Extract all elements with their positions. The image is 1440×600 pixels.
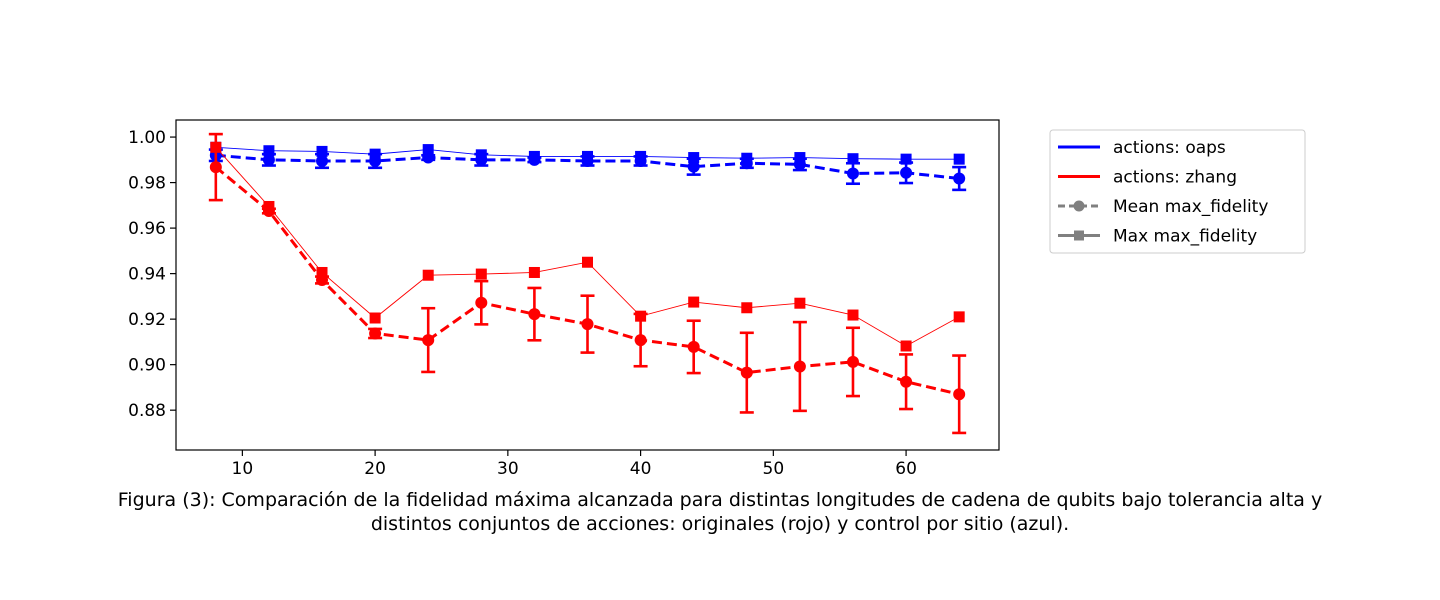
mean-point-oaps [900, 166, 913, 179]
y-tick-label: 0.90 [128, 356, 166, 376]
max-point-oaps [263, 145, 275, 157]
mean-point-oaps [581, 154, 594, 167]
mean-point-zhang [634, 334, 647, 347]
max-point-oaps [316, 145, 328, 157]
max-point-oaps [900, 153, 912, 165]
mean-point-oaps [528, 153, 541, 166]
mean-point-oaps [369, 154, 382, 167]
legend-marker [1073, 200, 1085, 212]
mean-point-zhang [740, 366, 753, 379]
caption-line-1: Figura (3): Comparación de la fidelidad … [117, 489, 1323, 511]
mean-point-zhang [528, 308, 541, 321]
mean-point-oaps [740, 157, 753, 170]
legend-label: actions: oaps [1113, 138, 1226, 158]
mean-point-oaps [793, 158, 806, 171]
mean-point-oaps [262, 153, 275, 166]
x-tick-label: 40 [630, 459, 652, 479]
mean-point-oaps [316, 154, 329, 167]
legend-box [1049, 129, 1306, 254]
max-point-oaps [847, 153, 859, 165]
max-point-zhang [528, 266, 540, 278]
mean-point-zhang [846, 355, 859, 368]
mean-point-oaps [687, 160, 700, 173]
legend-label: Mean max_fidelity [1113, 197, 1268, 217]
max-point-zhang [582, 256, 593, 268]
y-tick-label: 0.96 [128, 219, 166, 239]
y-tick-label: 1.00 [128, 128, 166, 148]
x-tick-label: 50 [763, 459, 785, 479]
x-tick-label: 30 [497, 459, 519, 479]
mean-point-oaps [422, 151, 435, 164]
max-point-zhang [688, 296, 700, 308]
max-point-zhang [475, 268, 487, 280]
mean-line-oaps [215, 153, 960, 180]
mean-point-oaps [953, 172, 966, 185]
mean-point-zhang [316, 273, 329, 286]
mean-point-zhang [687, 340, 700, 353]
max-point-zhang [369, 312, 381, 324]
mean-point-zhang [475, 296, 488, 309]
plot-frame [175, 119, 1000, 451]
mean-point-oaps [634, 154, 647, 167]
max-point-zhang [953, 311, 965, 323]
max-point-oaps [422, 144, 434, 156]
mean-point-zhang [369, 327, 382, 340]
y-tick-label: 0.98 [128, 174, 166, 194]
max-point-zhang [210, 141, 222, 153]
mean-point-oaps [846, 167, 859, 180]
max-point-oaps [369, 148, 381, 160]
mean-point-zhang [262, 205, 275, 218]
max-point-zhang [316, 266, 328, 278]
y-tick-label: 0.88 [128, 401, 166, 421]
caption-line-2: distintos conjuntos de acciones: origina… [370, 513, 1070, 535]
legend-marker [1074, 230, 1084, 241]
max-point-zhang [847, 309, 859, 321]
mean-point-zhang [209, 161, 222, 174]
legend-label: Max max_fidelity [1113, 227, 1257, 247]
mean-point-zhang [793, 360, 806, 373]
y-tick-label: 0.94 [128, 265, 166, 285]
max-point-zhang [422, 269, 434, 281]
y-tick-label: 0.92 [128, 310, 166, 330]
legend-label: actions: zhang [1113, 168, 1237, 188]
x-tick-label: 10 [232, 459, 254, 479]
max-point-zhang [900, 340, 912, 352]
x-tick-label: 20 [364, 459, 386, 479]
mean-point-zhang [953, 388, 966, 401]
mean-point-zhang [422, 334, 435, 347]
mean-point-zhang [581, 318, 594, 331]
max-point-zhang [794, 297, 806, 309]
max-point-oaps [688, 152, 700, 164]
max-point-oaps [953, 153, 965, 165]
mean-point-zhang [900, 375, 913, 388]
max-point-zhang [635, 310, 647, 322]
max-point-oaps [794, 152, 806, 164]
mean-point-oaps [475, 153, 488, 166]
max-point-zhang [741, 302, 753, 314]
x-tick-label: 60 [895, 459, 917, 479]
figure-caption: Figura (3): Comparación de la fidelidad … [0, 488, 1440, 536]
